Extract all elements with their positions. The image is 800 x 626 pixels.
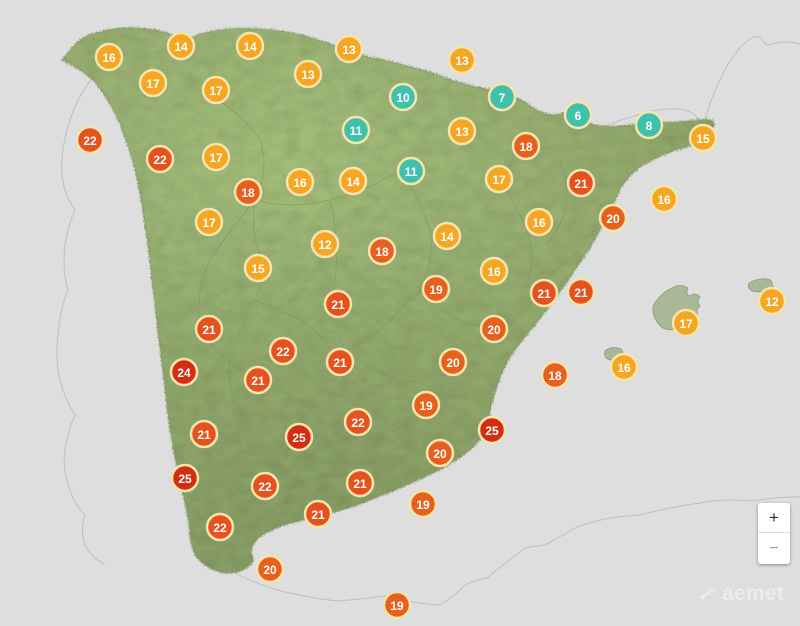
svg-text:8: 8 [646, 119, 653, 133]
svg-text:21: 21 [353, 477, 367, 491]
svg-text:18: 18 [241, 186, 255, 200]
svg-text:20: 20 [446, 356, 460, 370]
svg-text:22: 22 [276, 345, 290, 359]
svg-text:22: 22 [83, 134, 97, 148]
svg-text:22: 22 [213, 521, 227, 535]
svg-text:17: 17 [209, 151, 223, 165]
svg-text:22: 22 [153, 153, 167, 167]
svg-text:19: 19 [416, 498, 430, 512]
svg-text:7: 7 [499, 91, 506, 105]
svg-text:25: 25 [178, 472, 192, 486]
svg-text:19: 19 [390, 599, 404, 613]
svg-text:21: 21 [251, 374, 265, 388]
svg-text:15: 15 [696, 132, 710, 146]
svg-text:25: 25 [485, 424, 499, 438]
svg-text:11: 11 [405, 165, 418, 179]
svg-text:21: 21 [537, 287, 551, 301]
svg-text:18: 18 [375, 245, 389, 259]
svg-text:14: 14 [346, 175, 360, 189]
svg-text:21: 21 [333, 356, 347, 370]
svg-text:12: 12 [765, 295, 779, 309]
svg-text:22: 22 [258, 480, 272, 494]
svg-text:21: 21 [574, 286, 588, 300]
svg-text:16: 16 [487, 265, 501, 279]
svg-text:14: 14 [174, 40, 188, 54]
svg-text:17: 17 [209, 84, 223, 98]
svg-text:17: 17 [492, 173, 506, 187]
svg-text:13: 13 [455, 54, 469, 68]
svg-text:16: 16 [617, 361, 631, 375]
svg-text:14: 14 [243, 40, 257, 54]
svg-text:18: 18 [548, 369, 562, 383]
svg-text:25: 25 [292, 431, 306, 445]
svg-text:16: 16 [293, 176, 307, 190]
svg-text:19: 19 [419, 399, 433, 413]
svg-text:21: 21 [202, 323, 216, 337]
svg-text:21: 21 [331, 298, 345, 312]
svg-text:10: 10 [396, 91, 410, 105]
svg-text:24: 24 [177, 366, 191, 380]
svg-text:17: 17 [679, 317, 693, 331]
svg-text:17: 17 [146, 77, 160, 91]
svg-text:13: 13 [301, 68, 315, 82]
svg-text:19: 19 [429, 283, 443, 297]
svg-text:18: 18 [519, 140, 533, 154]
svg-text:11: 11 [350, 124, 363, 138]
svg-text:20: 20 [487, 323, 501, 337]
svg-text:12: 12 [318, 238, 332, 252]
svg-text:21: 21 [197, 428, 211, 442]
svg-text:14: 14 [440, 230, 454, 244]
svg-text:6: 6 [575, 109, 582, 123]
svg-text:21: 21 [574, 177, 588, 191]
svg-text:17: 17 [202, 216, 216, 230]
svg-text:13: 13 [342, 43, 356, 57]
svg-text:22: 22 [351, 416, 365, 430]
svg-text:13: 13 [455, 125, 469, 139]
svg-text:20: 20 [433, 447, 447, 461]
svg-text:16: 16 [657, 193, 671, 207]
svg-text:21: 21 [311, 508, 325, 522]
svg-text:20: 20 [606, 212, 620, 226]
svg-text:15: 15 [251, 262, 265, 276]
svg-text:20: 20 [263, 563, 277, 577]
svg-text:16: 16 [532, 216, 546, 230]
svg-text:16: 16 [102, 51, 116, 65]
